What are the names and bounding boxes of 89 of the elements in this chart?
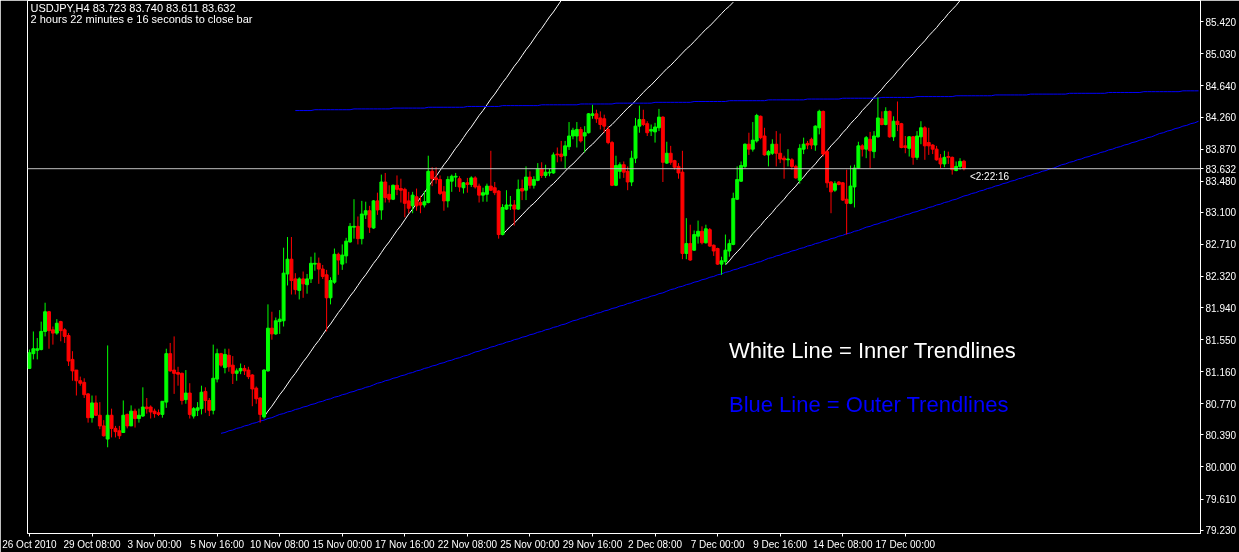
y-tick-label: 81.550 (1205, 334, 1237, 346)
y-tick-label: 82.320 (1205, 271, 1237, 283)
candlestick (958, 157, 962, 171)
y-tick-label: 80.000 (1205, 461, 1237, 473)
candlestick (911, 135, 916, 166)
candlestick (598, 110, 603, 130)
x-tick-label: 2 Dec 08:00 (628, 538, 683, 550)
candlestick (664, 141, 669, 165)
y-tick-label: 85.030 (1205, 48, 1237, 60)
candlestick (868, 131, 873, 169)
candlestick (512, 199, 517, 227)
candlestick (559, 140, 564, 162)
y-tick-label: 85.420 (1205, 16, 1237, 28)
candlestick (746, 132, 751, 156)
x-tick-label: 25 Nov 00:00 (500, 538, 561, 550)
y-tick-label: 84.260 (1205, 112, 1237, 124)
candlestick (90, 395, 94, 424)
candlestick (355, 215, 360, 245)
candlestick (172, 335, 177, 395)
candlestick (703, 224, 708, 245)
candlestick (907, 135, 912, 158)
x-tick-label: 10 Nov 08:00 (249, 538, 310, 550)
candlestick (187, 382, 192, 420)
x-tick-label: 17 Nov 16:00 (375, 538, 435, 550)
annotation: Blue Line = Outer Trendlines (728, 392, 1009, 418)
y-tick-label: 79.230 (1205, 525, 1237, 537)
candlestick (926, 127, 931, 156)
candlestick (848, 165, 853, 205)
candlestick (269, 311, 274, 341)
candlestick (481, 187, 485, 203)
candlestick (700, 225, 704, 245)
y-tick-label: 83.100 (1205, 207, 1237, 219)
candlestick (129, 404, 134, 427)
candlestick (336, 252, 341, 276)
candlestick (203, 386, 208, 414)
candlestick (340, 243, 345, 271)
candlestick (786, 148, 790, 167)
y-tick-label: 83.870 (1205, 144, 1237, 156)
candlestick (301, 271, 306, 299)
candlestick (430, 166, 435, 187)
x-tick-label: 5 Nov 16:00 (190, 538, 245, 550)
candlestick (324, 269, 329, 332)
y-tick-label: 80.390 (1205, 429, 1237, 441)
x-tick-label: 14 Dec 08:00 (812, 538, 873, 550)
candlestick (375, 192, 380, 216)
line-series (220, 120, 1200, 434)
y-tick-label: 81.160 (1205, 366, 1237, 378)
candlestick (488, 150, 493, 192)
text: 2 hours 22 minutes e 16 seconds to close bar (30, 12, 253, 25)
annotation: <2:22:16 (969, 170, 1010, 182)
x-tick-label: 3 Nov 00:00 (127, 538, 182, 550)
y-tick-label: 83.480 (1205, 176, 1237, 188)
candlestick (406, 191, 411, 214)
candlestick (649, 124, 654, 137)
candlestick (352, 198, 356, 240)
annotation: White Line = Inner Trendlines (728, 337, 1016, 363)
candlestick (47, 310, 51, 350)
candlestick (613, 155, 618, 187)
candlestick (668, 145, 673, 166)
candlestick (289, 236, 294, 296)
x-tick-label: 29 Oct 08:00 (63, 538, 122, 550)
candlestick (524, 165, 528, 201)
line-series (294, 90, 1200, 112)
candlestick (774, 130, 779, 167)
candlestick (297, 276, 302, 300)
y-tick-label: 84.640 (1205, 80, 1237, 92)
x-tick-label: 26 Oct 2010 (2, 538, 58, 550)
candlestick (136, 408, 141, 424)
x-tick-label: 29 Nov 16:00 (562, 538, 623, 550)
candlestick (891, 115, 896, 142)
y-tick-label: 80.770 (1205, 398, 1237, 410)
x-tick-label: 15 Nov 00:00 (312, 538, 373, 550)
candlestick (527, 170, 532, 190)
candlestick (484, 183, 489, 203)
y-tick-label: 79.610 (1205, 494, 1237, 506)
candlestick (133, 408, 137, 429)
y-tick-label: 82.710 (1205, 239, 1237, 251)
x-tick-label: 22 Nov 08:00 (437, 538, 498, 550)
ref-line-label: 83.632 (1205, 163, 1237, 175)
x-tick-label: 9 Dec 16:00 (753, 538, 808, 550)
candlestick (445, 175, 450, 208)
chart-title: USDJPY,H4 83.723 83.740 83.611 83.632 (30, 1, 236, 14)
x-tick-label: 7 Dec 00:00 (690, 538, 746, 550)
candlestick (520, 179, 525, 201)
x-tick-label: 17 Dec 00:00 (875, 538, 936, 550)
candlestick (864, 135, 869, 159)
candlestick (316, 257, 321, 285)
candlestick (922, 125, 927, 161)
y-tick-label: 81.940 (1205, 302, 1237, 314)
